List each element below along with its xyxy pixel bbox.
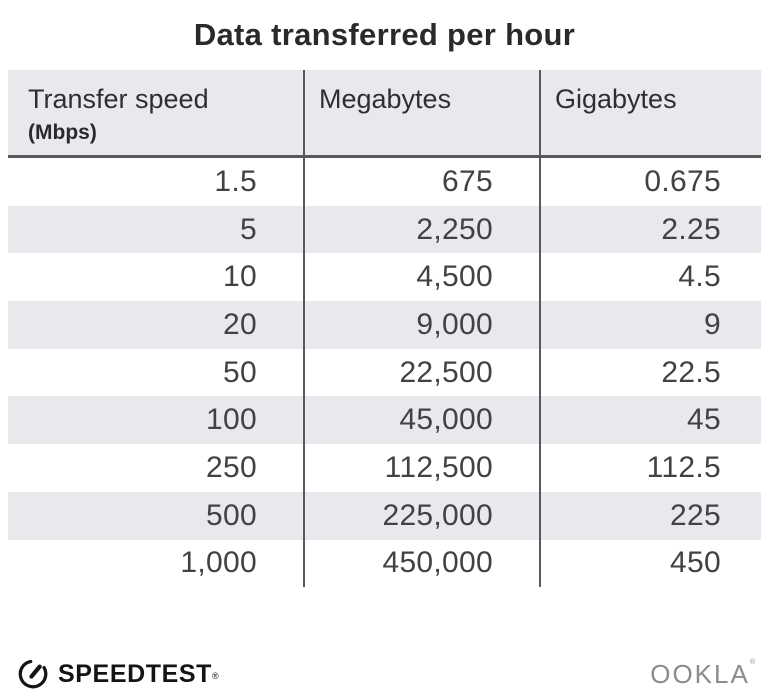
footer: SPEEDTEST ® OOKLA® — [16, 657, 757, 691]
cell-speed: 50 — [223, 355, 257, 389]
cell-speed: 5 — [240, 212, 257, 246]
cell-gigabytes: 4.5 — [539, 253, 761, 302]
speedtest-logo: SPEEDTEST ® — [16, 657, 219, 691]
table-row: 100 45,000 45 — [8, 396, 761, 445]
table-row: 1.5 675 0.675 — [8, 158, 761, 206]
table-row: 50 22,500 22.5 — [8, 348, 761, 397]
column-header-transfer-speed-label: Transfer speed — [28, 84, 209, 114]
cell-gigabytes: 22.5 — [539, 348, 761, 397]
cell-gigabytes: 450 — [539, 539, 761, 588]
cell-megabytes: 450,000 — [303, 539, 539, 588]
table-row: 500 225,000 225 — [8, 491, 761, 540]
cell-speed: 1.5 — [214, 164, 257, 198]
cell-gigabytes: 225 — [539, 491, 761, 540]
speedtest-gauge-icon — [16, 657, 50, 691]
table-row: 1,000 450,000 450 — [8, 539, 761, 588]
table-row: 5 2,250 2.25 — [8, 205, 761, 254]
cell-megabytes: 9,000 — [303, 301, 539, 349]
speedtest-registered-mark: ® — [212, 671, 219, 681]
page-title: Data transferred per hour — [193, 17, 576, 52]
cell-gigabytes: 9 — [539, 301, 761, 349]
column-header-gigabytes: Gigabytes — [539, 70, 761, 155]
cell-megabytes: 225,000 — [303, 491, 539, 540]
cell-speed: 1,000 — [180, 546, 257, 580]
cell-gigabytes: 2.25 — [539, 205, 761, 254]
speedtest-wordmark: SPEEDTEST — [58, 659, 213, 688]
column-header-transfer-speed: Transfer speed (Mbps) — [8, 70, 303, 155]
ookla-registered-mark: ® — [749, 658, 757, 666]
cell-speed: 500 — [206, 498, 257, 532]
column-header-megabytes-label: Megabytes — [319, 84, 452, 114]
cell-megabytes: 45,000 — [303, 396, 539, 445]
ookla-logo: OOKLA® — [650, 659, 757, 690]
cell-megabytes: 112,500 — [303, 444, 539, 492]
cell-gigabytes: 45 — [539, 396, 761, 445]
column-header-megabytes: Megabytes — [303, 70, 539, 155]
cell-gigabytes: 112.5 — [539, 444, 761, 492]
ookla-wordmark: OOKLA — [650, 658, 750, 689]
cell-speed: 20 — [223, 307, 257, 341]
data-table: Transfer speed (Mbps) Megabytes Gigabyte… — [8, 70, 761, 588]
table-row: 10 4,500 4.5 — [8, 253, 761, 302]
cell-megabytes: 675 — [303, 158, 539, 206]
cell-gigabytes: 0.675 — [539, 158, 761, 206]
cell-megabytes: 22,500 — [303, 348, 539, 397]
table-row: 20 9,000 9 — [8, 301, 761, 349]
column-header-transfer-speed-unit: (Mbps) — [28, 121, 97, 145]
column-header-gigabytes-label: Gigabytes — [555, 84, 677, 114]
table-row: 250 112,500 112.5 — [8, 444, 761, 492]
table-header-row: Transfer speed (Mbps) Megabytes Gigabyte… — [8, 70, 761, 158]
table-body: 1.5 675 0.675 5 2,250 2.25 10 4,500 4.5 … — [8, 158, 761, 588]
cell-megabytes: 4,500 — [303, 253, 539, 302]
cell-megabytes: 2,250 — [303, 205, 539, 254]
cell-speed: 250 — [206, 450, 257, 484]
cell-speed: 100 — [206, 403, 257, 437]
cell-speed: 10 — [223, 260, 257, 294]
